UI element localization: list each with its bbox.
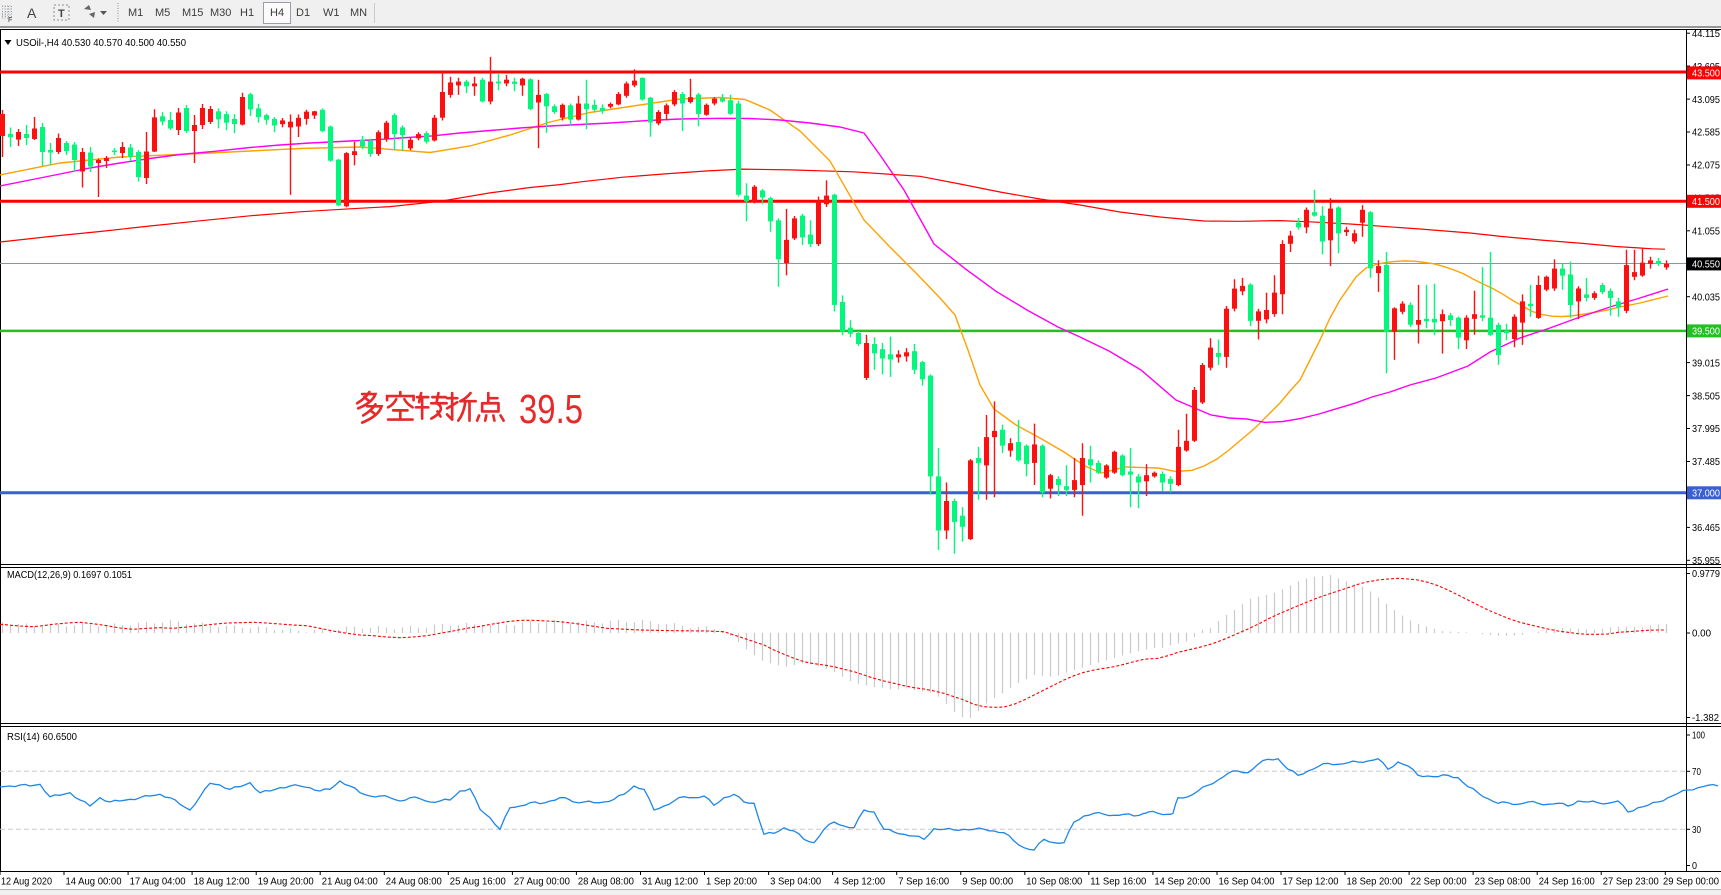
svg-text:7 Sep 16:00: 7 Sep 16:00	[898, 876, 949, 888]
svg-text:USOil-,H4 40.530 40.570 40.50: USOil-,H4 40.530 40.570 40.500 40.550	[16, 37, 186, 49]
svg-text:39.5: 39.5	[519, 386, 583, 432]
svg-text:11 Sep 16:00: 11 Sep 16:00	[1090, 876, 1146, 888]
svg-text:37.485: 37.485	[1692, 456, 1720, 468]
svg-text:40.550: 40.550	[1692, 259, 1720, 271]
svg-text:37.995: 37.995	[1692, 423, 1720, 435]
svg-text:41.055: 41.055	[1692, 226, 1720, 238]
svg-text:31 Aug 12:00: 31 Aug 12:00	[642, 876, 698, 888]
svg-text:14 Sep 20:00: 14 Sep 20:00	[1154, 876, 1210, 888]
svg-text:43.500: 43.500	[1692, 68, 1720, 80]
svg-text:35.955: 35.955	[1692, 555, 1720, 567]
svg-text:22 Sep 00:00: 22 Sep 00:00	[1411, 876, 1467, 888]
svg-text:28 Aug 08:00: 28 Aug 08:00	[578, 876, 634, 888]
svg-text:42.585: 42.585	[1692, 127, 1720, 139]
svg-text:16 Sep 04:00: 16 Sep 04:00	[1219, 876, 1275, 888]
svg-text:0.00: 0.00	[1692, 628, 1711, 640]
svg-text:25 Aug 16:00: 25 Aug 16:00	[450, 876, 506, 888]
svg-text:17 Aug 04:00: 17 Aug 04:00	[130, 876, 186, 888]
svg-text:14 Aug 00:00: 14 Aug 00:00	[66, 876, 122, 888]
svg-text:19 Aug 20:00: 19 Aug 20:00	[258, 876, 314, 888]
svg-text:39.015: 39.015	[1692, 357, 1720, 369]
svg-text:0.9779: 0.9779	[1692, 568, 1720, 580]
svg-text:18 Sep 20:00: 18 Sep 20:00	[1347, 876, 1403, 888]
svg-text:9 Sep 00:00: 9 Sep 00:00	[962, 876, 1013, 888]
svg-text:12 Aug 2020: 12 Aug 2020	[1, 876, 52, 888]
svg-text:38.505: 38.505	[1692, 390, 1720, 402]
svg-text:-1.382: -1.382	[1692, 712, 1719, 724]
svg-text:17 Sep 12:00: 17 Sep 12:00	[1283, 876, 1339, 888]
svg-text:39.500: 39.500	[1692, 326, 1720, 338]
svg-text:44.115: 44.115	[1692, 28, 1720, 40]
svg-text:F: F	[8, 17, 12, 24]
svg-text:40.035: 40.035	[1692, 291, 1720, 303]
svg-text:41.500: 41.500	[1692, 196, 1720, 208]
svg-text:30: 30	[1692, 824, 1701, 836]
svg-text:42.075: 42.075	[1692, 160, 1720, 172]
svg-text:29 Sep 00:00: 29 Sep 00:00	[1663, 876, 1719, 888]
svg-text:10 Sep 08:00: 10 Sep 08:00	[1026, 876, 1082, 888]
svg-text:70: 70	[1692, 766, 1701, 778]
svg-text:T: T	[58, 8, 65, 20]
svg-text:27 Aug 00:00: 27 Aug 00:00	[514, 876, 570, 888]
svg-text:36.465: 36.465	[1692, 522, 1720, 534]
svg-text:18 Aug 12:00: 18 Aug 12:00	[194, 876, 250, 888]
svg-text:100: 100	[1692, 730, 1705, 742]
svg-text:1 Sep 20:00: 1 Sep 20:00	[706, 876, 757, 888]
svg-text:0: 0	[1692, 860, 1697, 872]
svg-text:4 Sep 12:00: 4 Sep 12:00	[834, 876, 885, 888]
svg-text:A: A	[27, 5, 37, 21]
svg-text:27 Sep 23:00: 27 Sep 23:00	[1603, 876, 1659, 888]
svg-text:24 Aug 08:00: 24 Aug 08:00	[386, 876, 442, 888]
svg-text:RSI(14) 60.6500: RSI(14) 60.6500	[7, 731, 77, 743]
svg-text:3 Sep 04:00: 3 Sep 04:00	[770, 876, 821, 888]
svg-text:43.095: 43.095	[1692, 94, 1720, 106]
svg-text:23 Sep 08:00: 23 Sep 08:00	[1475, 876, 1531, 888]
svg-text:24 Sep 16:00: 24 Sep 16:00	[1539, 876, 1595, 888]
svg-text:37.000: 37.000	[1692, 488, 1720, 500]
svg-text:21 Aug 04:00: 21 Aug 04:00	[322, 876, 378, 888]
svg-text:MACD(12,26,9) 0.1697 0.1051: MACD(12,26,9) 0.1697 0.1051	[7, 569, 132, 581]
